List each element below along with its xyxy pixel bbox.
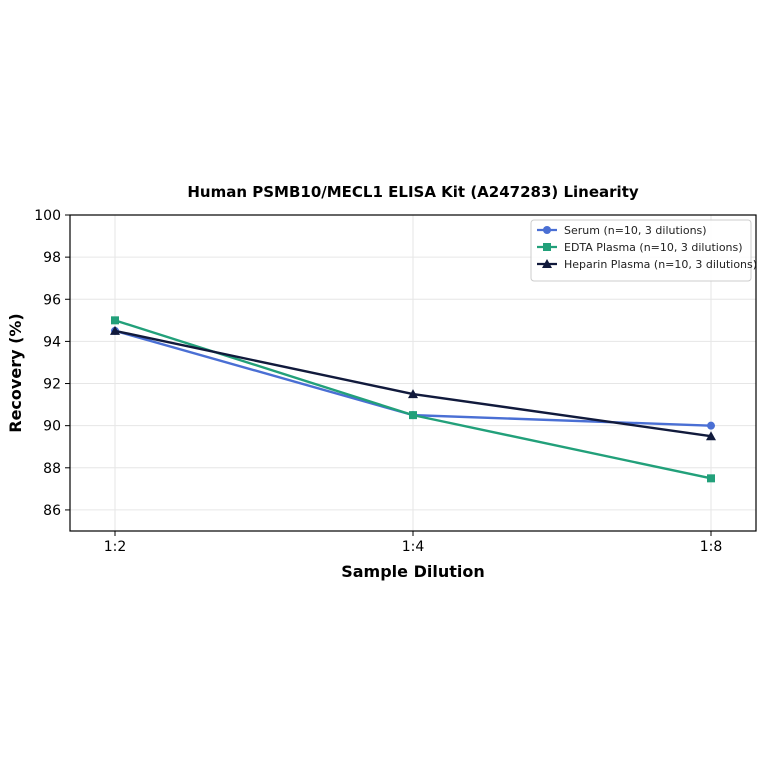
data-point-2-1 (111, 316, 119, 325)
x-axis-label: Sample Dilution (341, 562, 485, 581)
tick-layer: 86 88 90 92 94 96 98 100 1:2 1:4 1:8 (34, 208, 722, 555)
series-layer (110, 316, 716, 483)
y-tick-label: 96 (43, 292, 61, 308)
chart-title: Human PSMB10/MECL1 ELISA Kit (A247283) L… (187, 183, 639, 201)
y-tick-label: 88 (43, 461, 61, 477)
legend-label: EDTA Plasma (n=10, 3 dilutions) (564, 241, 743, 254)
data-point-2-3 (707, 474, 715, 483)
y-axis-label: Recovery (%) (6, 313, 25, 432)
x-tick-label: 1:4 (402, 539, 425, 555)
y-tick-label: 100 (34, 208, 61, 224)
data-point-3-2 (408, 389, 418, 399)
data-point-3-3 (706, 431, 716, 441)
data-point-2-2 (409, 411, 417, 420)
y-tick-label: 86 (43, 503, 61, 519)
legend-label: Serum (n=10, 3 dilutions) (564, 224, 707, 237)
x-tick-label: 1:2 (104, 539, 127, 555)
legend: Serum (n=10, 3 dilutions) EDTA Plasma (n=… (530, 219, 757, 282)
y-tick-label: 94 (43, 334, 61, 350)
x-tick-label: 1:8 (700, 539, 723, 555)
y-tick-label: 92 (43, 377, 61, 393)
legend-marker (542, 259, 552, 268)
y-tick-label: 90 (43, 419, 61, 435)
y-tick-label: 98 (43, 250, 61, 266)
data-point-1-3 (707, 421, 715, 430)
legend-box (530, 219, 752, 282)
data-point-3-1 (110, 325, 120, 335)
legend-marker (543, 226, 551, 234)
legend-label: Heparin Plasma (n=10, 3 dilutions) (564, 258, 757, 271)
legend-marker (543, 243, 551, 251)
